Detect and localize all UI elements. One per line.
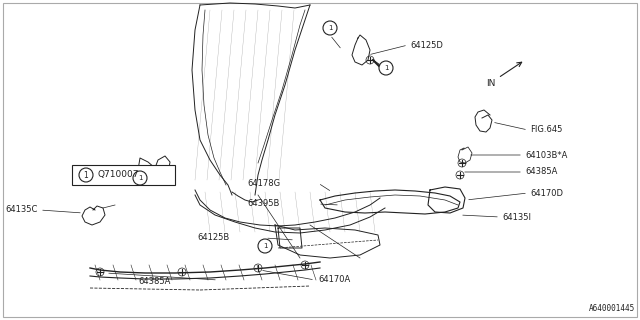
Text: A640001445: A640001445 xyxy=(589,304,635,313)
Text: 64125B: 64125B xyxy=(198,234,230,243)
Text: IN: IN xyxy=(486,78,495,87)
Circle shape xyxy=(323,21,337,35)
Text: 64178G: 64178G xyxy=(247,179,280,188)
Text: 64125D: 64125D xyxy=(410,41,443,50)
Text: 1: 1 xyxy=(384,65,388,71)
Text: 64170A: 64170A xyxy=(318,276,350,284)
Text: 1: 1 xyxy=(328,25,332,31)
Text: 64385A: 64385A xyxy=(525,167,557,177)
Text: 64385A: 64385A xyxy=(139,277,171,286)
Text: Q710007: Q710007 xyxy=(97,171,138,180)
Text: 64135I: 64135I xyxy=(502,212,531,221)
Circle shape xyxy=(379,61,393,75)
Text: 64170D: 64170D xyxy=(530,188,563,197)
Text: 64395B: 64395B xyxy=(248,199,280,209)
Circle shape xyxy=(258,239,272,253)
Text: 64135C: 64135C xyxy=(5,205,37,214)
Circle shape xyxy=(79,168,93,182)
Text: 1: 1 xyxy=(263,243,268,249)
Text: 64103B*A: 64103B*A xyxy=(525,150,568,159)
Text: 1: 1 xyxy=(84,171,88,180)
Text: FIG.645: FIG.645 xyxy=(530,125,563,134)
Text: 1: 1 xyxy=(138,175,142,181)
Bar xyxy=(72,165,175,185)
Circle shape xyxy=(133,171,147,185)
